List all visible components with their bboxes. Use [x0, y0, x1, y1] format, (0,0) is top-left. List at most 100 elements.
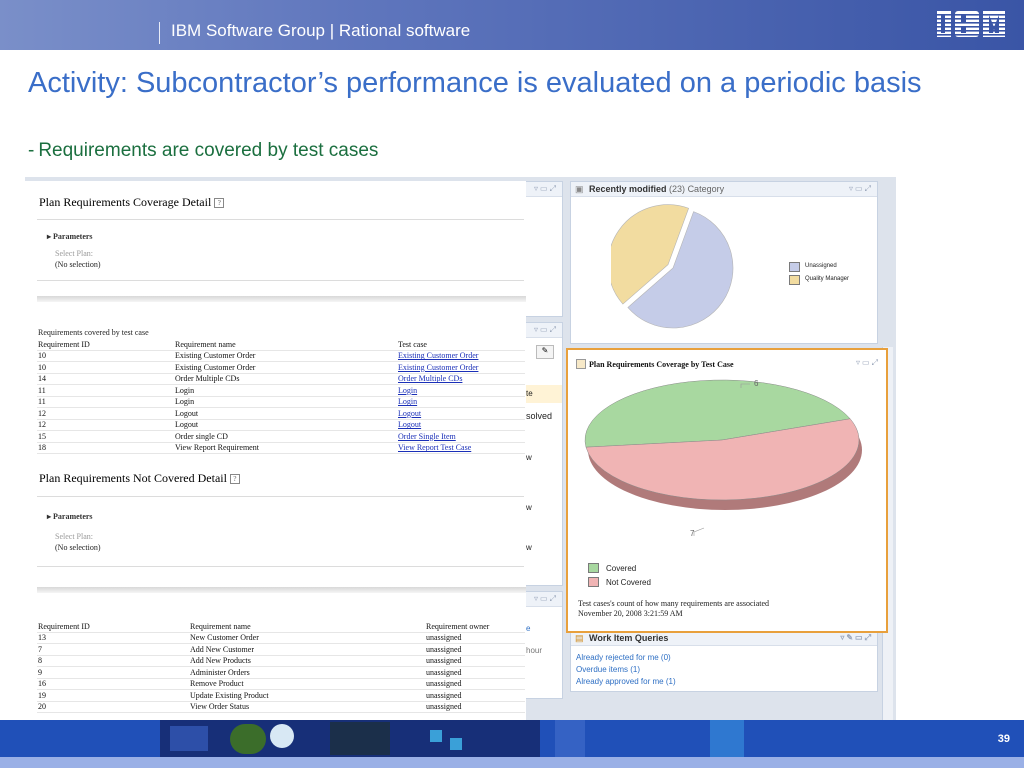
portlet-controls[interactable]: ▿▭⤢ [849, 184, 873, 193]
divider [37, 496, 524, 497]
query-link-overdue[interactable]: Overdue items (1) [576, 665, 641, 674]
legend-not-covered: Not Covered [606, 578, 651, 587]
table-cell: Logout [174, 407, 397, 420]
table-cell: 16 [37, 678, 189, 690]
footer-tile [170, 726, 208, 751]
table-row: 10 Existing Customer Order Existing Custom… [37, 350, 525, 362]
table-cell: Order single CD [174, 430, 397, 443]
table-row: 11 Login Login [37, 384, 525, 397]
table-cell: 14 [37, 373, 174, 385]
pie-slice-quality-manager [611, 204, 690, 305]
test-case-link[interactable]: Login [398, 397, 418, 407]
coverage-timestamp: November 20, 2008 3:21:59 AM [578, 609, 683, 618]
test-case-link[interactable]: Logout [398, 420, 422, 430]
test-case-link[interactable]: Order Single Item [398, 431, 456, 441]
footer-tile [555, 720, 585, 757]
portlet-controls[interactable]: ▿▭⤢ [856, 358, 880, 367]
ibm-logo-icon [935, 11, 1007, 37]
query-link-rejected[interactable]: Already rejected for me (0) [576, 653, 671, 662]
recently-modified-portlet: Recently modified (23) Category ▿▭⤢ ▣ Un… [570, 181, 878, 344]
portlet-controls[interactable]: ▿▭⤢ [534, 594, 558, 603]
table-cell: unassigned [425, 632, 525, 644]
highlight-row [526, 385, 562, 403]
subtitle-text: Requirements are covered by test cases [38, 140, 379, 161]
coverage-portlet: Plan Requirements Coverage by Test Case … [566, 348, 888, 633]
parameters-toggle[interactable]: ▸ Parameters [47, 232, 93, 241]
column-header: Requirement ID [37, 339, 174, 351]
table-row: 15 Order single CD Order Single Item [37, 430, 525, 443]
recent-category: Category [687, 184, 725, 194]
select-plan-label: Select Plan: [55, 249, 93, 258]
table-cell: Existing Customer Order [174, 350, 397, 362]
test-case-link[interactable]: Login [398, 385, 418, 395]
fragment-w2: w [526, 503, 532, 512]
legend-unassigned: Unassigned [805, 263, 837, 269]
table-cell: 13 [37, 632, 189, 644]
pie-slice-covered [584, 379, 851, 448]
select-plan-value[interactable]: (No selection) [55, 260, 101, 269]
recently-modified-header: Recently modified (23) Category ▿▭⤢ [571, 182, 877, 197]
edit-icon[interactable]: ✎ [536, 345, 554, 359]
footer-tile [330, 722, 390, 755]
portlet-header: ▿▭⤢ [526, 182, 562, 197]
column-header: Requirement owner [425, 621, 525, 633]
table-cell: Login [174, 396, 397, 408]
portlet-header: ▿▭⤢ [526, 592, 562, 607]
portlet-behind-2: ▿▭⤢ ✎ te solved w w w [525, 322, 563, 586]
section-shade [37, 296, 526, 302]
table-cell: Login [397, 384, 525, 397]
table-cell: 18 [37, 442, 174, 454]
table-cell: Add New Products [189, 655, 425, 667]
portlet-header: ▿▭⤢ [526, 323, 562, 338]
folder-icon: ▣ [575, 184, 584, 194]
table-cell: 12 [37, 419, 174, 431]
table-row: 16 Remove Product unassigned [37, 678, 525, 690]
test-case-link[interactable]: Existing Customer Order [398, 351, 479, 361]
table-row: 8 Add New Products unassigned [37, 655, 525, 667]
legend-swatch-covered [588, 563, 599, 573]
footer-tile [450, 738, 462, 750]
table-row: 18 View Report Requirement View Report Tes… [37, 442, 525, 454]
legend-swatch-not-covered [588, 577, 599, 587]
select-plan-value[interactable]: (No selection) [55, 543, 101, 552]
header-separator [159, 22, 160, 44]
table-cell: Add New Customer [189, 643, 425, 656]
table-cell: unassigned [425, 666, 525, 679]
test-case-link[interactable]: Logout [398, 408, 422, 418]
test-case-link[interactable]: Order Multiple CDs [398, 374, 463, 384]
table-cell: Logout [174, 419, 397, 431]
table-row: 13 New Customer Order unassigned [37, 632, 525, 644]
table-cell: 11 [37, 384, 174, 397]
table-cell: 10 [37, 350, 174, 362]
query-link-approved[interactable]: Already approved for me (1) [576, 677, 676, 686]
table-row: 12 Logout Logout [37, 419, 525, 431]
parameters-toggle[interactable]: ▸ Parameters [47, 512, 93, 521]
section-shade [37, 587, 526, 593]
table-row: 9 Administer Orders unassigned [37, 666, 525, 679]
table-cell: 20 [37, 701, 189, 713]
coverage-detail-title: Plan Requirements Coverage Detail? [39, 195, 225, 210]
portlet-controls[interactable]: ▿▭⤢ [534, 325, 558, 334]
coverage-title: Plan Requirements Coverage by Test Case [589, 360, 734, 369]
test-case-link[interactable]: Existing Customer Order [398, 362, 479, 372]
portlet-controls[interactable]: ▿✎▭⤢ [840, 633, 873, 642]
table-cell: View Report Test Case [397, 442, 525, 454]
portlet-controls[interactable]: ▿▭⤢ [534, 184, 558, 193]
recent-title: Recently modified [589, 184, 667, 194]
test-case-link[interactable]: View Report Test Case [398, 443, 472, 453]
table-cell: Logout [397, 407, 525, 420]
table-cell: unassigned [425, 678, 525, 690]
help-icon[interactable]: ? [214, 198, 225, 209]
table-cell: Existing Customer Order [397, 361, 525, 374]
table-header-row: Requirement ID Requirement name Test cas… [37, 339, 525, 351]
work-items-title: Work Item Queries [589, 633, 669, 643]
table-cell: 10 [37, 361, 174, 374]
table-cell: Logout [397, 419, 525, 431]
table-cell: unassigned [425, 701, 525, 713]
help-icon[interactable]: ? [229, 474, 240, 485]
table-row: 20 View Order Status unassigned [37, 701, 525, 713]
divider [37, 219, 524, 220]
table-cell: Update Existing Product [189, 689, 425, 702]
footer-tile [230, 724, 266, 754]
table-header-row: Requirement ID Requirement name Requirem… [37, 621, 525, 633]
